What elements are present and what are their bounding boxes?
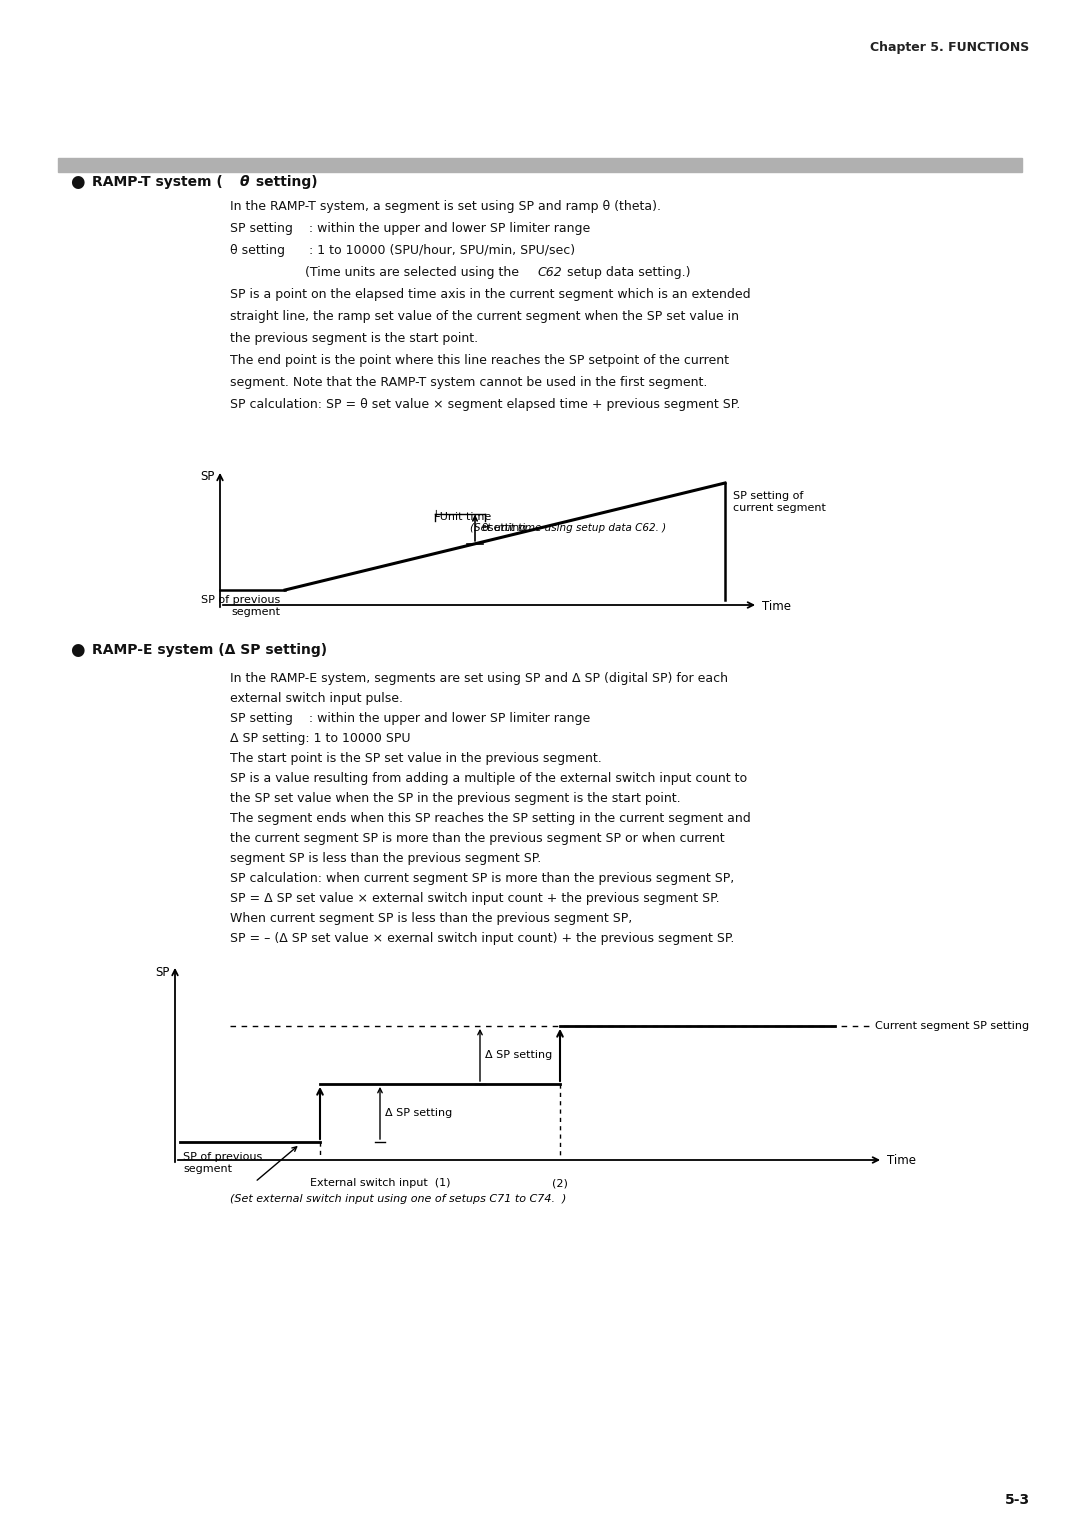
Text: Δ SP setting: 1 to 10000 SPU: Δ SP setting: 1 to 10000 SPU <box>230 732 410 746</box>
Text: SP of previous
segment: SP of previous segment <box>201 594 280 617</box>
Text: the previous segment is the start point.: the previous segment is the start point. <box>230 332 478 345</box>
Text: SP setting of
current segment: SP setting of current segment <box>733 490 826 512</box>
Text: The start point is the SP set value in the previous segment.: The start point is the SP set value in t… <box>230 752 602 766</box>
Text: RAMP-T system (: RAMP-T system ( <box>92 176 222 189</box>
Text: In the RAMP-E system, segments are set using SP and Δ SP (digital SP) for each: In the RAMP-E system, segments are set u… <box>230 672 728 685</box>
Text: Δ SP setting: Δ SP setting <box>384 1108 453 1118</box>
Text: SP setting    : within the upper and lower SP limiter range: SP setting : within the upper and lower … <box>230 712 591 724</box>
Text: segment SP is less than the previous segment SP.: segment SP is less than the previous seg… <box>230 853 541 865</box>
Text: ●: ● <box>70 173 84 191</box>
Text: SP: SP <box>156 966 170 978</box>
Text: SP = – (Δ SP set value × exernal switch input count) + the previous segment SP.: SP = – (Δ SP set value × exernal switch … <box>230 932 734 944</box>
Text: θ setting      : 1 to 10000 (SPU/hour, SPU/min, SPU/sec): θ setting : 1 to 10000 (SPU/hour, SPU/mi… <box>230 244 576 257</box>
Text: (Set unit time using setup data C62. ): (Set unit time using setup data C62. ) <box>470 523 666 533</box>
Text: C62: C62 <box>537 266 562 280</box>
Text: straight line, the ramp set value of the current segment when the SP set value i: straight line, the ramp set value of the… <box>230 310 739 322</box>
Text: SP of previous
segment: SP of previous segment <box>183 1152 262 1174</box>
Text: 5-3: 5-3 <box>1004 1493 1030 1507</box>
Text: SP is a value resulting from adding a multiple of the external switch input coun: SP is a value resulting from adding a mu… <box>230 772 747 785</box>
Text: External switch input  (1): External switch input (1) <box>310 1178 450 1187</box>
Text: Current segment SP setting: Current segment SP setting <box>875 1021 1029 1031</box>
Text: the current segment SP is more than the previous segment SP or when current: the current segment SP is more than the … <box>230 833 725 845</box>
Text: segment. Note that the RAMP-T system cannot be used in the first segment.: segment. Note that the RAMP-T system can… <box>230 376 707 390</box>
Text: setup data setting.): setup data setting.) <box>563 266 690 280</box>
Text: └Unit time: └Unit time <box>433 512 491 523</box>
Text: SP calculation: SP = θ set value × segment elapsed time + previous segment SP.: SP calculation: SP = θ set value × segme… <box>230 397 740 411</box>
Text: SP is a point on the elapsed time axis in the current segment which is an extend: SP is a point on the elapsed time axis i… <box>230 287 751 301</box>
Text: ●: ● <box>70 642 84 659</box>
Text: Δ SP setting: Δ SP setting <box>485 1050 552 1060</box>
Text: (Set external switch input using one of setups C71 to C74.  ): (Set external switch input using one of … <box>230 1193 566 1204</box>
Text: When current segment SP is less than the previous segment SP,: When current segment SP is less than the… <box>230 912 632 924</box>
Text: setting): setting) <box>251 176 318 189</box>
Text: external switch input pulse.: external switch input pulse. <box>230 692 403 704</box>
Text: In the RAMP-T system, a segment is set using SP and ramp θ (theta).: In the RAMP-T system, a segment is set u… <box>230 200 661 212</box>
Bar <box>58 157 1022 173</box>
Text: (Time units are selected using the: (Time units are selected using the <box>305 266 523 280</box>
Text: SP: SP <box>201 471 215 483</box>
Text: SP calculation: when current segment SP is more than the previous segment SP,: SP calculation: when current segment SP … <box>230 872 734 885</box>
Text: Time: Time <box>762 599 791 613</box>
Text: Chapter 5. FUNCTIONS: Chapter 5. FUNCTIONS <box>870 41 1029 55</box>
Text: RAMP-E system (Δ SP setting): RAMP-E system (Δ SP setting) <box>92 643 327 657</box>
Text: The end point is the point where this line reaches the SP setpoint of the curren: The end point is the point where this li… <box>230 354 729 367</box>
Text: SP = Δ SP set value × external switch input count + the previous segment SP.: SP = Δ SP set value × external switch in… <box>230 892 719 905</box>
Text: θsetting: θsetting <box>481 523 527 533</box>
Text: θ: θ <box>240 176 249 189</box>
Text: (2): (2) <box>552 1178 568 1187</box>
Text: The segment ends when this SP reaches the SP setting in the current segment and: The segment ends when this SP reaches th… <box>230 811 751 825</box>
Text: SP setting    : within the upper and lower SP limiter range: SP setting : within the upper and lower … <box>230 222 591 235</box>
Text: the SP set value when the SP in the previous segment is the start point.: the SP set value when the SP in the prev… <box>230 792 680 805</box>
Text: Time: Time <box>887 1155 916 1167</box>
